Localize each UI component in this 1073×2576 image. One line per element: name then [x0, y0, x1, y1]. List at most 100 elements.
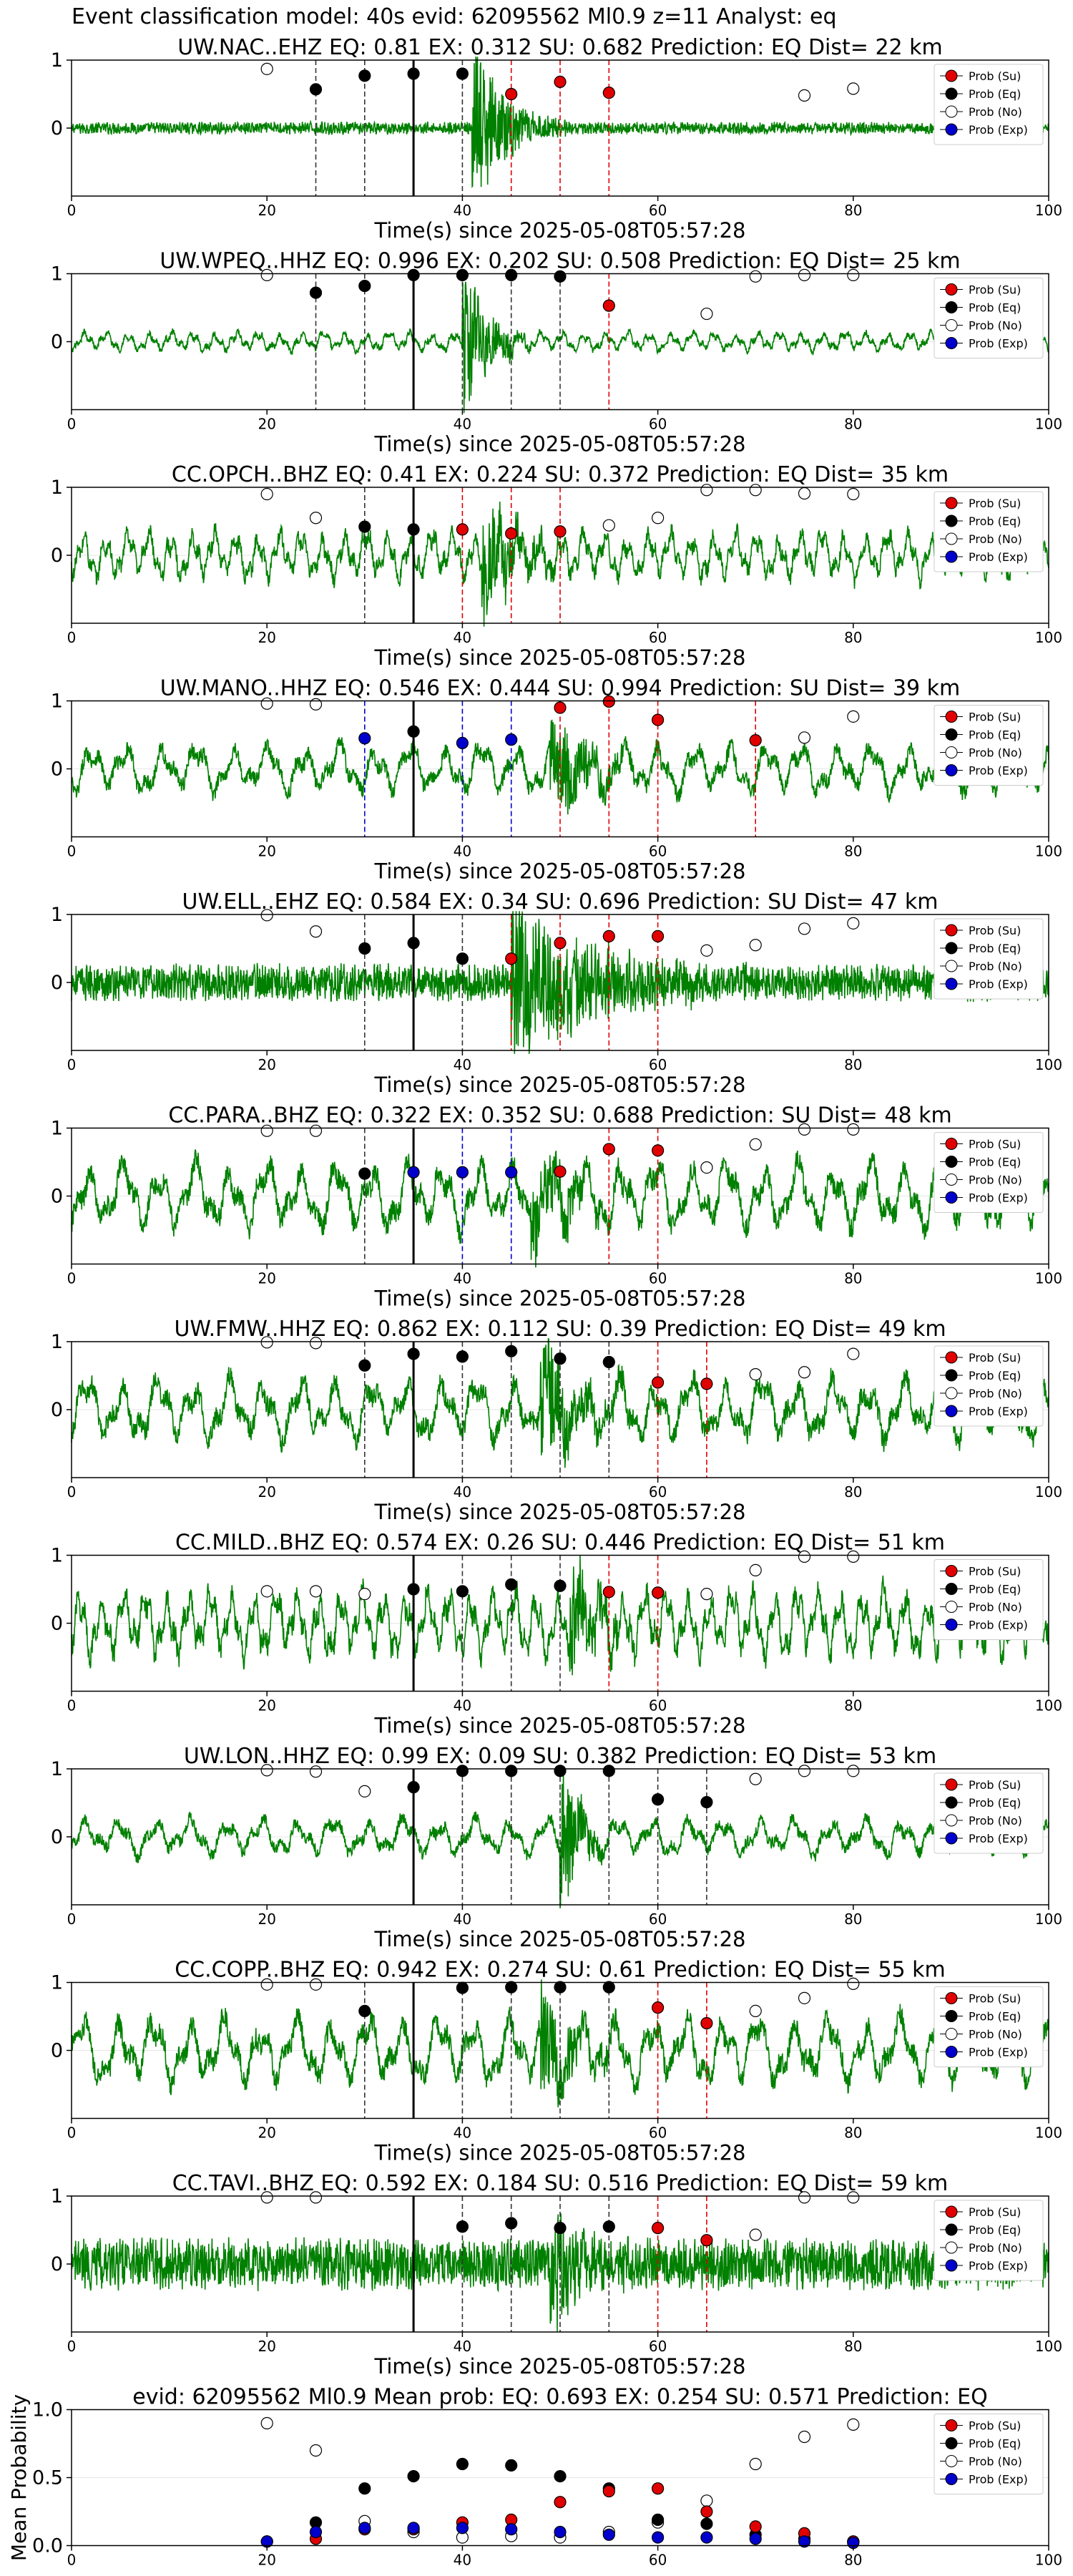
- prob-marker-eq: [554, 1579, 567, 1592]
- x-tick-label: 100: [1035, 1270, 1062, 1287]
- x-tick-label: 0: [67, 2124, 77, 2142]
- legend-box: [934, 1986, 1044, 2067]
- legend-label: Prob (Eq): [969, 2223, 1021, 2237]
- legend-label: Prob (Eq): [969, 1583, 1021, 1596]
- prob-marker-no: [798, 2191, 811, 2204]
- subplot-3: CC.OPCH..BHZ EQ: 0.41 EX: 0.224 SU: 0.37…: [51, 462, 1062, 670]
- x-axis-label: Time(s) since 2025-05-08T05:57:28: [374, 645, 746, 670]
- prob-marker-eq: [358, 942, 371, 955]
- legend-label: Prob (Exp): [969, 1191, 1028, 1205]
- x-tick-label: 60: [649, 629, 667, 646]
- x-tick-label: 20: [258, 1911, 275, 1928]
- mean-marker-no: [847, 2418, 860, 2431]
- prob-marker-no: [260, 62, 273, 75]
- legend-label: Prob (Eq): [969, 1156, 1021, 1169]
- legend-marker: [945, 1369, 958, 1382]
- x-tick-label: 40: [454, 202, 471, 219]
- prob-marker-eq: [456, 268, 469, 281]
- x-tick-label: 100: [1035, 202, 1062, 219]
- x-tick-label: 20: [258, 2552, 275, 2569]
- prob-marker-no: [700, 307, 713, 321]
- subplot-title: UW.FMW..HHZ EQ: 0.862 EX: 0.112 SU: 0.39…: [174, 1317, 946, 1342]
- legend-marker: [945, 764, 958, 776]
- x-tick-label: 60: [649, 202, 667, 219]
- prob-marker-eq: [407, 1347, 420, 1360]
- legend-label: Prob (Exp): [969, 764, 1028, 778]
- x-tick-label: 0: [67, 416, 77, 433]
- subplot-11: CC.TAVI..BHZ EQ: 0.592 EX: 0.184 SU: 0.5…: [51, 2171, 1062, 2379]
- legend-marker: [945, 1583, 958, 1595]
- legend-marker: [945, 2223, 958, 2236]
- legend-marker: [945, 2455, 958, 2467]
- prob-marker-eq: [358, 1359, 371, 1372]
- legend-label: Prob (No): [969, 2241, 1022, 2255]
- x-tick-label: 100: [1035, 2338, 1062, 2355]
- prob-marker-no: [749, 939, 762, 952]
- legend-marker: [945, 1191, 958, 1204]
- x-tick-label: 40: [454, 629, 471, 646]
- prob-marker-no: [798, 922, 811, 935]
- legend-label: Prob (Su): [969, 283, 1021, 297]
- mean-marker-exp: [456, 2522, 469, 2534]
- prob-marker-eq: [602, 1765, 615, 1777]
- x-tick-label: 100: [1035, 1056, 1062, 1073]
- legend-label: Prob (No): [969, 2028, 1022, 2041]
- prob-marker-no: [260, 1124, 273, 1137]
- mean-marker-no: [260, 2416, 273, 2430]
- legend-box: [934, 278, 1044, 358]
- legend-marker: [945, 514, 958, 527]
- mean-marker-exp: [749, 2532, 762, 2545]
- prob-marker-no: [260, 1764, 273, 1777]
- y-tick-label: 1: [51, 1758, 63, 1780]
- x-tick-label: 100: [1035, 2552, 1062, 2569]
- legend-marker: [945, 1992, 958, 2004]
- prob-marker-su: [554, 1165, 567, 1178]
- prob-marker-exp: [456, 736, 469, 750]
- legend-label: Prob (No): [969, 532, 1022, 546]
- prob-marker-su: [602, 87, 615, 99]
- x-tick-label: 0: [67, 629, 77, 646]
- mean-marker-exp: [651, 2531, 665, 2544]
- legend-marker: [945, 1405, 958, 1418]
- prob-marker-su: [651, 713, 665, 726]
- prob-marker-no: [309, 512, 323, 525]
- prob-marker-no: [602, 519, 615, 532]
- prob-marker-eq: [358, 280, 371, 293]
- prob-marker-su: [602, 1143, 615, 1156]
- legend-marker: [945, 924, 958, 937]
- y-tick-label: 1: [51, 1118, 63, 1140]
- legend-label: Prob (Eq): [969, 1369, 1021, 1382]
- prob-marker-su: [749, 733, 762, 747]
- x-tick-label: 20: [258, 1270, 275, 1287]
- legend-label: Prob (Eq): [969, 1796, 1021, 1810]
- subplot-title: UW.LON..HHZ EQ: 0.99 EX: 0.09 SU: 0.382 …: [184, 1744, 936, 1769]
- prob-marker-eq: [505, 1765, 518, 1777]
- legend-marker: [945, 1156, 958, 1168]
- prob-marker-no: [847, 710, 860, 723]
- prob-marker-no: [309, 925, 323, 938]
- prob-marker-eq: [358, 520, 371, 533]
- prob-marker-eq: [407, 937, 420, 950]
- legend-label: Prob (Exp): [969, 1832, 1028, 1845]
- prob-marker-su: [602, 1586, 615, 1599]
- legend-label: Prob (Su): [969, 711, 1021, 724]
- y-tick-label: 0.0: [32, 2535, 63, 2557]
- legend-marker: [945, 2473, 958, 2485]
- legend-marker: [945, 497, 958, 509]
- legend-box: [934, 2414, 1044, 2494]
- prob-marker-no: [309, 1124, 323, 1137]
- x-axis-label: Time(s) since 2025-05-08T05:57:28: [374, 218, 746, 243]
- prob-marker-su: [505, 527, 518, 540]
- subplot-title: CC.OPCH..BHZ EQ: 0.41 EX: 0.224 SU: 0.37…: [172, 462, 949, 487]
- legend-marker: [945, 2419, 958, 2431]
- legend-label: Prob (No): [969, 319, 1022, 333]
- subplot-9: UW.LON..HHZ EQ: 0.99 EX: 0.09 SU: 0.382 …: [51, 1744, 1062, 1951]
- x-axis-label: Time(s) since 2025-05-08T05:57:28: [374, 1714, 746, 1738]
- legend-box: [934, 1132, 1044, 1213]
- y-tick-label: 1: [51, 49, 63, 72]
- x-tick-label: 100: [1035, 1697, 1062, 1714]
- prob-marker-su: [651, 1586, 665, 1599]
- prob-marker-no: [749, 2228, 762, 2241]
- legend-marker: [945, 2205, 958, 2218]
- legend-marker: [945, 283, 958, 296]
